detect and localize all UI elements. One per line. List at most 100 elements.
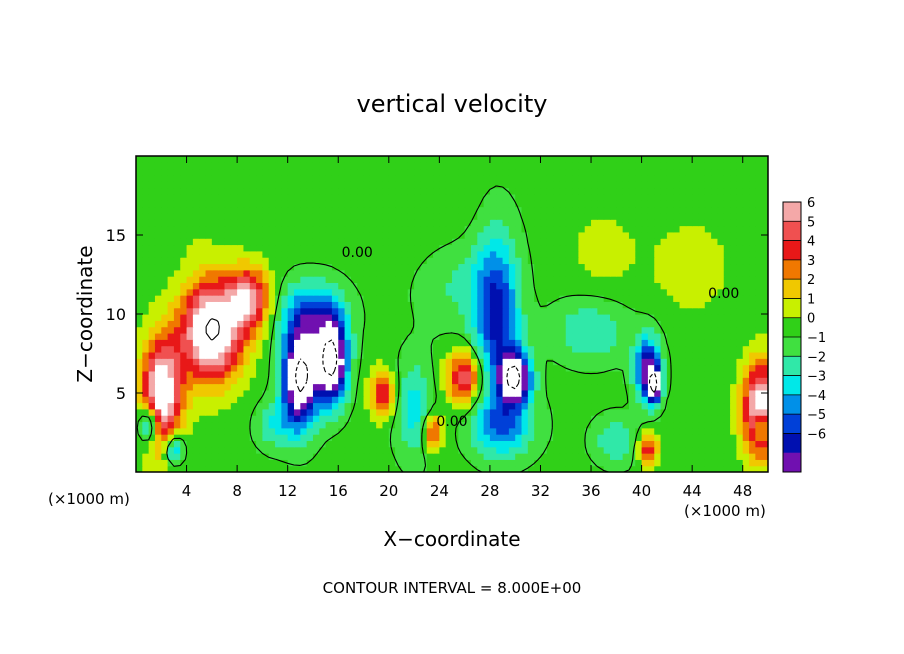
heatmap-cell bbox=[439, 250, 447, 258]
heatmap-cell bbox=[711, 187, 719, 195]
heatmap-cell bbox=[553, 332, 561, 340]
heatmap-cell bbox=[679, 339, 687, 347]
heatmap-cell bbox=[439, 162, 447, 170]
heatmap-cell bbox=[249, 187, 257, 195]
heatmap-cell bbox=[546, 250, 554, 258]
heatmap-cell bbox=[205, 162, 213, 170]
heatmap-cell bbox=[673, 174, 681, 182]
heatmap-cell bbox=[546, 295, 554, 302]
heatmap-cell bbox=[692, 446, 700, 454]
heatmap-cell bbox=[622, 440, 630, 448]
heatmap-cell bbox=[275, 377, 282, 385]
heatmap-cell bbox=[502, 288, 510, 296]
heatmap-cell bbox=[407, 383, 415, 391]
heatmap-cell bbox=[154, 295, 162, 302]
heatmap-cell bbox=[717, 295, 725, 302]
heatmap-cell bbox=[287, 377, 295, 385]
heatmap-cell bbox=[761, 193, 768, 201]
heatmap-cell bbox=[382, 200, 390, 208]
heatmap-cell bbox=[553, 193, 561, 201]
heatmap-cell bbox=[578, 219, 586, 227]
heatmap-cell bbox=[300, 332, 308, 340]
heatmap-cell bbox=[319, 332, 327, 340]
heatmap-cell bbox=[439, 364, 447, 372]
heatmap-cell bbox=[534, 193, 542, 201]
heatmap-cell bbox=[218, 389, 226, 397]
heatmap-cell bbox=[268, 301, 276, 309]
heatmap-cell bbox=[161, 156, 169, 163]
heatmap-cell bbox=[483, 200, 491, 208]
heatmap-cell bbox=[483, 238, 491, 246]
heatmap-cell bbox=[439, 332, 447, 340]
heatmap-cell bbox=[470, 231, 478, 239]
heatmap-cell bbox=[742, 238, 750, 246]
heatmap-cell bbox=[679, 250, 687, 258]
heatmap-cell bbox=[230, 364, 238, 372]
heatmap-cell bbox=[287, 282, 295, 290]
heatmap-cell bbox=[628, 231, 636, 239]
heatmap-cell bbox=[755, 402, 763, 410]
heatmap-cell bbox=[704, 377, 712, 385]
heatmap-cell bbox=[325, 351, 333, 359]
heatmap-cell bbox=[230, 358, 238, 366]
heatmap-cell bbox=[641, 288, 649, 296]
heatmap-cell bbox=[414, 345, 421, 353]
heatmap-cell bbox=[521, 193, 529, 201]
heatmap-cell bbox=[319, 250, 327, 258]
heatmap-cell bbox=[136, 314, 143, 321]
heatmap-cell bbox=[622, 314, 630, 321]
heatmap-cell bbox=[635, 263, 643, 271]
heatmap-cell bbox=[565, 244, 573, 252]
heatmap-cell bbox=[628, 427, 636, 435]
heatmap-cell bbox=[761, 453, 768, 460]
heatmap-cell bbox=[673, 389, 681, 397]
heatmap-cell bbox=[357, 351, 365, 359]
heatmap-cell bbox=[692, 168, 700, 176]
heatmap-cell bbox=[521, 168, 529, 176]
heatmap-cell bbox=[755, 326, 763, 334]
heatmap-cell bbox=[761, 181, 768, 189]
heatmap-cell bbox=[470, 250, 478, 258]
heatmap-cell bbox=[433, 168, 440, 176]
heatmap-cell bbox=[723, 187, 731, 195]
heatmap-cell bbox=[534, 156, 542, 163]
heatmap-cell bbox=[572, 288, 579, 296]
heatmap-cell bbox=[635, 225, 643, 233]
heatmap-cell bbox=[192, 345, 200, 353]
heatmap-cell bbox=[622, 193, 630, 201]
heatmap-cell bbox=[300, 415, 308, 423]
heatmap-cell bbox=[597, 345, 605, 353]
heatmap-cell bbox=[527, 219, 535, 227]
heatmap-cell bbox=[483, 288, 491, 296]
heatmap-cell bbox=[496, 162, 504, 170]
heatmap-cell bbox=[218, 168, 226, 176]
heatmap-cell bbox=[433, 383, 440, 391]
heatmap-cell bbox=[470, 396, 478, 404]
heatmap-cell bbox=[603, 206, 611, 214]
heatmap-cell bbox=[458, 250, 466, 258]
heatmap-cell bbox=[401, 231, 409, 239]
heatmap-cell bbox=[407, 446, 415, 454]
heatmap-cell bbox=[540, 408, 548, 416]
heatmap-cell bbox=[565, 295, 573, 302]
heatmap-cell bbox=[717, 193, 725, 201]
heatmap-cell bbox=[742, 295, 750, 302]
heatmap-cell bbox=[565, 200, 573, 208]
heatmap-cell bbox=[546, 320, 554, 328]
heatmap-cell bbox=[679, 219, 687, 227]
heatmap-cell bbox=[357, 427, 365, 435]
heatmap-cell bbox=[401, 307, 409, 315]
heatmap-cell bbox=[161, 263, 169, 271]
heatmap-cell bbox=[243, 250, 251, 258]
heatmap-cell bbox=[363, 370, 371, 378]
heatmap-cell bbox=[673, 434, 681, 441]
heatmap-cell bbox=[654, 364, 662, 372]
heatmap-cell bbox=[704, 434, 712, 441]
heatmap-cell bbox=[173, 314, 181, 321]
heatmap-cell bbox=[344, 427, 352, 435]
heatmap-cell bbox=[749, 295, 756, 302]
heatmap-cell bbox=[698, 465, 706, 472]
heatmap-cell bbox=[199, 427, 207, 435]
heatmap-cell bbox=[730, 364, 737, 372]
heatmap-cell bbox=[692, 238, 700, 246]
